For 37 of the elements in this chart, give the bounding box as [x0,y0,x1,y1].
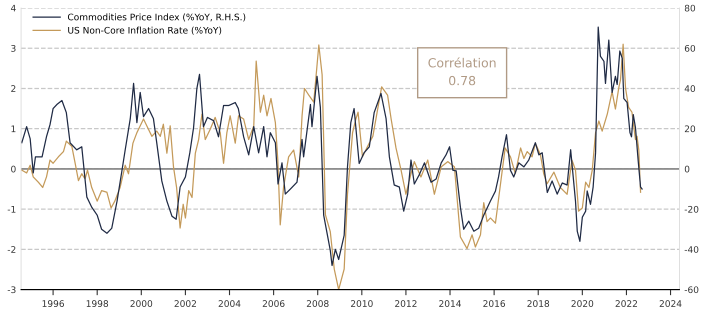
y-tick-label: -2 [8,246,16,253]
annotation: 0.78 [449,76,476,86]
x-tick-label: 2010 [350,300,373,308]
y2-tick-label: 0 [684,166,690,172]
x-tick-label: 1998 [86,300,108,308]
y2-tick-label: -60 [684,286,698,294]
x-tick-label: 2016 [483,300,506,308]
annotation: Corrélation [428,57,496,68]
x-tick-label: 2006 [262,300,285,308]
x-tick-label: 2018 [527,300,550,308]
y-tick-label: 1 [12,126,16,132]
y-tick-label: 4 [10,4,16,12]
y-tick-label: -1 [8,206,16,213]
x-tick-label: 2020 [572,300,594,308]
line-series [21,44,642,290]
legend-label: US Non-Core Inflation Rate (%YoY) [68,26,222,35]
x-tick-label: 1996 [42,300,64,308]
legend-label: Commodities Price Index (%YoY, R.H.S.) [68,13,246,22]
x-tick-label: 2014 [439,300,462,308]
x-tick-label: 2000 [130,300,152,308]
y2-tick-label: 20 [684,125,696,132]
y-tick-label: 2 [11,85,16,92]
x-tick-label: 2004 [218,300,240,308]
x-tick-label: 2008 [306,300,329,308]
y-tick-label: 3 [11,44,16,52]
y2-tick-label: -40 [684,246,698,253]
x-tick-label: 2022 [616,300,638,308]
y-tick-label: 0 [11,166,16,172]
y2-tick-label: 40 [684,85,696,92]
y2-tick-label: 60 [684,44,696,52]
x-tick-label: 2024 [660,300,682,308]
x-tick-label: 2002 [174,300,196,308]
line-series [21,26,643,266]
y2-tick-label: -20 [684,206,698,213]
x-tick-label: 2012 [395,300,417,308]
y2-tick-label: 80 [684,4,696,12]
y-tick-label: -3 [8,286,16,294]
